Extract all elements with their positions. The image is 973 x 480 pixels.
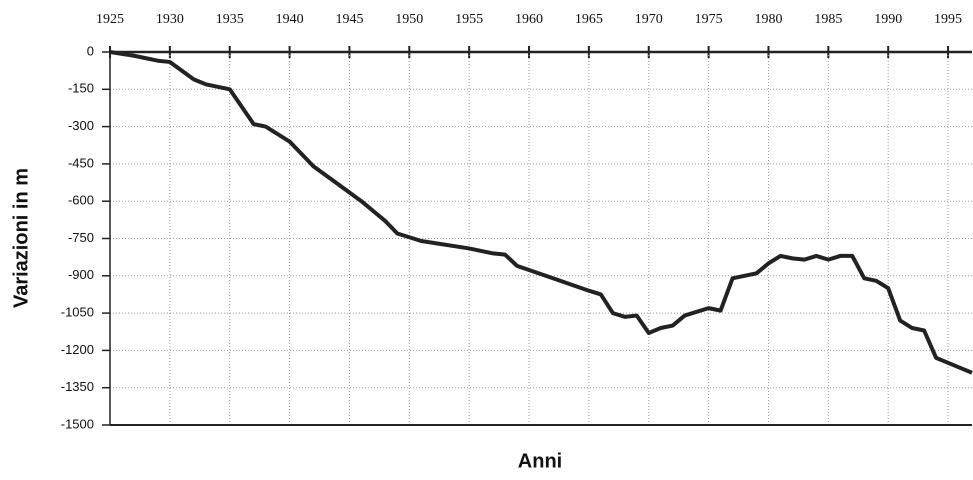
x-tick-label: 1970 [635, 12, 663, 27]
x-tick-label: 1985 [814, 12, 842, 27]
y-tick-label: -1050 [61, 305, 94, 320]
x-tick-label: 1935 [216, 12, 244, 27]
y-tick-label: -600 [68, 193, 94, 208]
y-tick-label: -1350 [61, 379, 94, 394]
y-tick-label: -1200 [61, 342, 94, 357]
x-tick-label: 1955 [455, 12, 483, 27]
x-tick-label: 1950 [395, 12, 423, 27]
x-tick-label: 1930 [156, 12, 184, 27]
y-tick-label: -900 [68, 267, 94, 282]
y-axis-label: Variazioni in m [10, 168, 32, 308]
x-tick-label: 1980 [754, 12, 782, 27]
y-tick-label: -1500 [61, 416, 94, 431]
y-tick-label: -300 [68, 118, 94, 133]
x-tick-label: 1965 [575, 12, 603, 27]
x-tick-label: 1945 [335, 12, 363, 27]
y-tick-label: -450 [68, 155, 94, 170]
x-tick-label: 1940 [276, 12, 304, 27]
x-tick-label: 1960 [515, 12, 543, 27]
x-tick-label: 1990 [874, 12, 902, 27]
data-line [109, 50, 973, 375]
y-tick-label: 0 [87, 43, 94, 58]
y-tick-label: -750 [68, 230, 94, 245]
x-tick-label: 1975 [695, 12, 723, 27]
x-tick-label: 1995 [934, 12, 962, 27]
x-tick-label: 1925 [96, 12, 124, 27]
y-tick-label: -150 [68, 81, 94, 96]
x-axis-label: Anni [518, 450, 562, 472]
